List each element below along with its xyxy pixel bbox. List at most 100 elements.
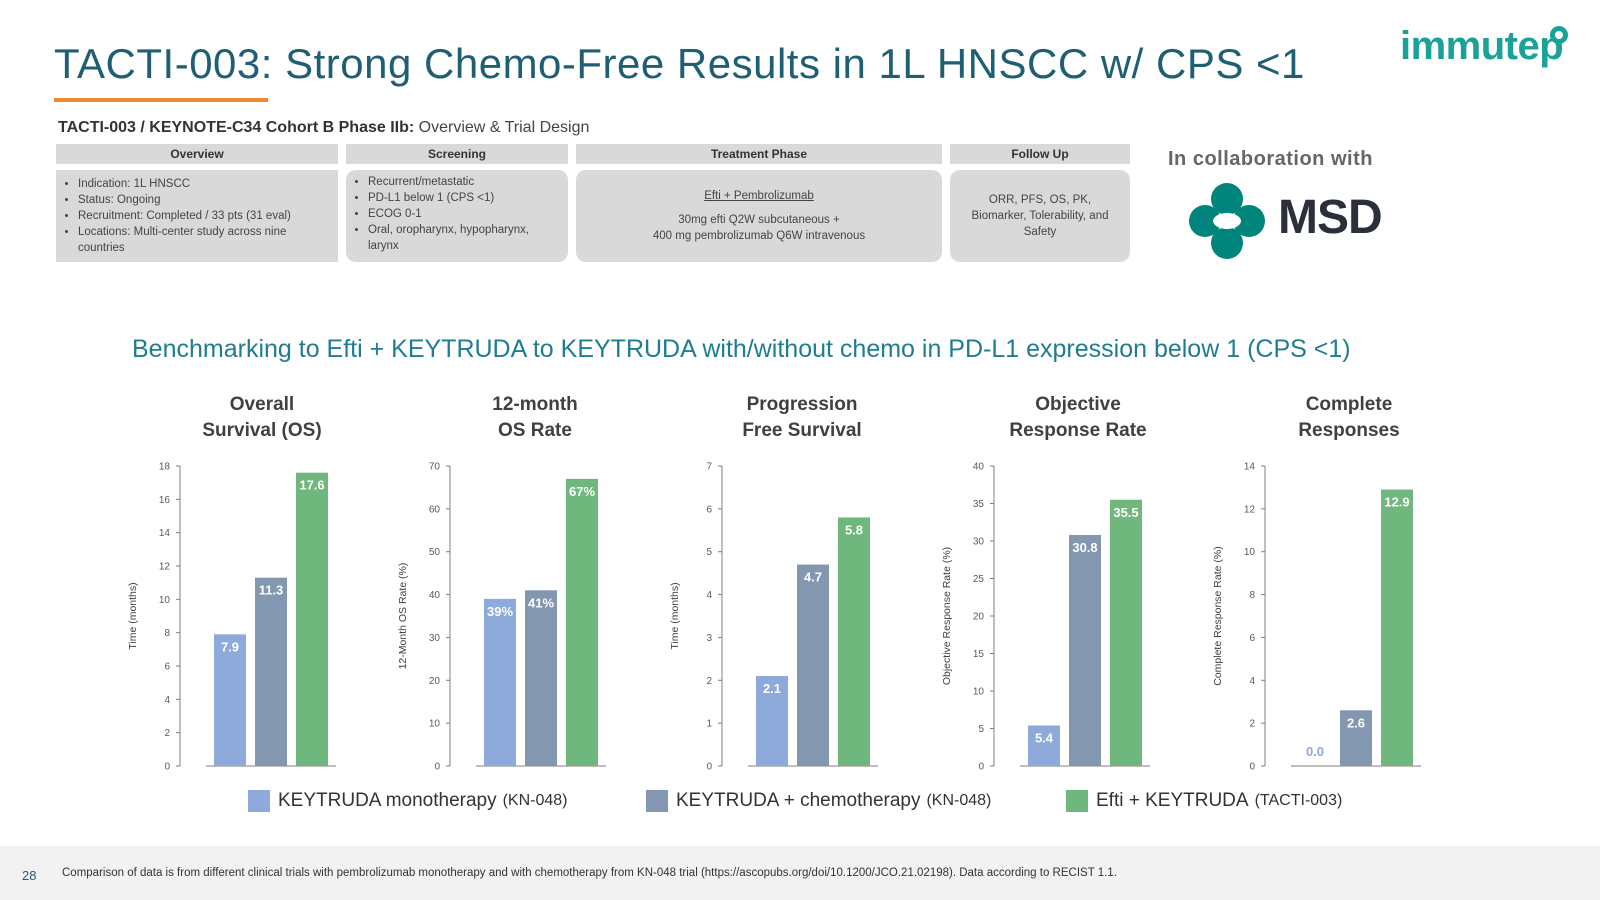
bar-value-label: 39%	[487, 604, 513, 619]
bar-value-label: 4.7	[804, 570, 822, 585]
bar	[1340, 710, 1372, 766]
bar-value-label: 41%	[528, 595, 554, 610]
y-axis-label: Time (months)	[669, 582, 681, 649]
y-tick-label: 15	[973, 649, 985, 660]
y-tick-label: 60	[429, 504, 441, 515]
y-axis-label: Time (months)	[127, 582, 139, 649]
bar	[255, 577, 287, 766]
screening-heading: Screening	[346, 144, 568, 164]
y-tick-label: 6	[1249, 633, 1255, 644]
y-tick-label: 5	[706, 547, 712, 558]
overview-item: Status: Ongoing	[78, 192, 330, 208]
y-tick-label: 30	[973, 537, 985, 548]
treatment-box: Efti + Pembrolizumab 30mg efti Q2W subcu…	[576, 170, 942, 262]
y-tick-label: 0	[164, 762, 170, 773]
chart-title-line1: 12-month	[492, 394, 578, 415]
chart-title-line2: Free Survival	[742, 420, 861, 441]
bar	[484, 598, 516, 766]
chart-title-line2: Survival (OS)	[202, 420, 321, 441]
y-tick-label: 40	[973, 462, 985, 473]
followup-box: ORR, PFS, OS, PK, Biomarker, Tolerabilit…	[950, 170, 1130, 262]
overview-heading: Overview	[56, 144, 338, 164]
treatment-line-2: 400 mg pembrolizumab Q6W intravenous	[652, 230, 866, 242]
y-tick-label: 18	[159, 462, 171, 473]
legend-tag: (TACTI-003)	[1254, 792, 1343, 809]
y-axis-label: 12-Month OS Rate (%)	[397, 563, 409, 670]
bar-value-label: 5.8	[845, 522, 863, 537]
trial-subtitle-bold: TACTI-003 / KEYNOTE-C34 Cohort B Phase I…	[58, 119, 415, 136]
y-tick-label: 5	[978, 724, 984, 735]
screening-item: Oral, oropharynx, hypopharynx, larynx	[368, 222, 560, 254]
bar	[566, 478, 598, 766]
y-tick-label: 16	[159, 495, 171, 506]
benchmark-title: Benchmarking to Efti + KEYTRUDA to KEYTR…	[132, 335, 1351, 363]
y-tick-label: 20	[429, 676, 441, 687]
y-tick-label: 10	[973, 687, 985, 698]
msd-logo-icon	[1189, 183, 1265, 259]
overview-item: Locations: Multi-center study across nin…	[78, 224, 330, 256]
bar-value-label: 17.6	[299, 478, 324, 493]
y-tick-label: 14	[159, 528, 171, 539]
y-tick-label: 0	[706, 762, 712, 773]
msd-wordmark: MSD	[1278, 191, 1383, 244]
legend-item-mono: KEYTRUDA monotherapy (KN-048)	[248, 790, 568, 812]
bar-value-label: 11.3	[259, 583, 284, 598]
screening-item: Recurrent/metastatic	[368, 174, 560, 190]
legend-tag: (KN-048)	[502, 792, 568, 809]
legend-item-efti: Efti + KEYTRUDA (TACTI-003)	[1066, 790, 1342, 812]
y-axis-label: Complete Response Rate (%)	[1212, 546, 1224, 685]
legend-swatch-mono	[248, 790, 270, 812]
y-tick-label: 0	[1249, 762, 1255, 773]
y-tick-label: 8	[1249, 590, 1255, 601]
y-tick-label: 12	[1244, 504, 1256, 515]
legend-label: Efti + KEYTRUDA	[1096, 790, 1249, 811]
bar-value-label: 2.1	[763, 681, 781, 696]
screening-item: PD-L1 below 1 (CPS <1)	[368, 190, 560, 206]
y-tick-label: 2	[164, 728, 170, 739]
treatment-line-1: 30mg efti Q2W subcutaneous +	[678, 214, 840, 226]
y-tick-label: 6	[706, 504, 712, 515]
page-number: 28	[22, 868, 37, 883]
bar	[525, 590, 557, 766]
bar-value-label: 35.5	[1113, 505, 1138, 520]
chart-title-line1: Overall	[230, 394, 294, 415]
followup-text: ORR, PFS, OS, PK, Biomarker, Tolerabilit…	[971, 194, 1109, 238]
y-tick-label: 7	[706, 462, 712, 473]
y-tick-label: 3	[706, 633, 712, 644]
legend-label: KEYTRUDA + chemotherapy	[676, 790, 921, 811]
y-tick-label: 10	[429, 719, 441, 730]
bar	[1069, 535, 1101, 766]
y-tick-label: 2	[1249, 719, 1255, 730]
y-tick-label: 0	[978, 762, 984, 773]
bar	[1381, 489, 1413, 766]
bar-value-label: 2.6	[1347, 715, 1365, 730]
bar	[797, 564, 829, 766]
legend-tag: (KN-048)	[926, 792, 992, 809]
overview-item: Recruitment: Completed / 33 pts (31 eval…	[78, 208, 330, 224]
overview-item: Indication: 1L HNSCC	[78, 176, 330, 192]
y-tick-label: 35	[973, 499, 985, 510]
bar-value-label: 12.9	[1384, 495, 1409, 510]
legend-swatch-chemo	[646, 790, 668, 812]
logo-mark-icon	[1550, 26, 1568, 44]
bar	[1028, 725, 1060, 766]
treatment-regimen: Efti + Pembrolizumab	[704, 190, 814, 202]
title-underline	[54, 98, 268, 102]
y-axis-label: Objective Response Rate (%)	[941, 547, 953, 685]
y-tick-label: 8	[164, 628, 170, 639]
trial-subtitle: TACTI-003 / KEYNOTE-C34 Cohort B Phase I…	[58, 119, 589, 137]
y-tick-label: 1	[706, 719, 712, 730]
screening-box: Recurrent/metastatic PD-L1 below 1 (CPS …	[346, 170, 568, 262]
bar-value-label: 5.4	[1035, 731, 1054, 746]
y-tick-label: 30	[429, 633, 441, 644]
trial-subtitle-rest: Overview & Trial Design	[414, 119, 590, 136]
legend-item-chemo: KEYTRUDA + chemotherapy (KN-048)	[646, 790, 991, 812]
chart-title-line2: Responses	[1298, 420, 1399, 441]
overview-box: Indication: 1L HNSCC Status: Ongoing Rec…	[56, 170, 338, 262]
y-tick-label: 4	[706, 590, 712, 601]
bar-value-label: 0.0	[1306, 744, 1324, 759]
y-tick-label: 4	[1249, 676, 1255, 687]
screening-item: ECOG 0-1	[368, 206, 560, 222]
bar	[214, 634, 246, 766]
